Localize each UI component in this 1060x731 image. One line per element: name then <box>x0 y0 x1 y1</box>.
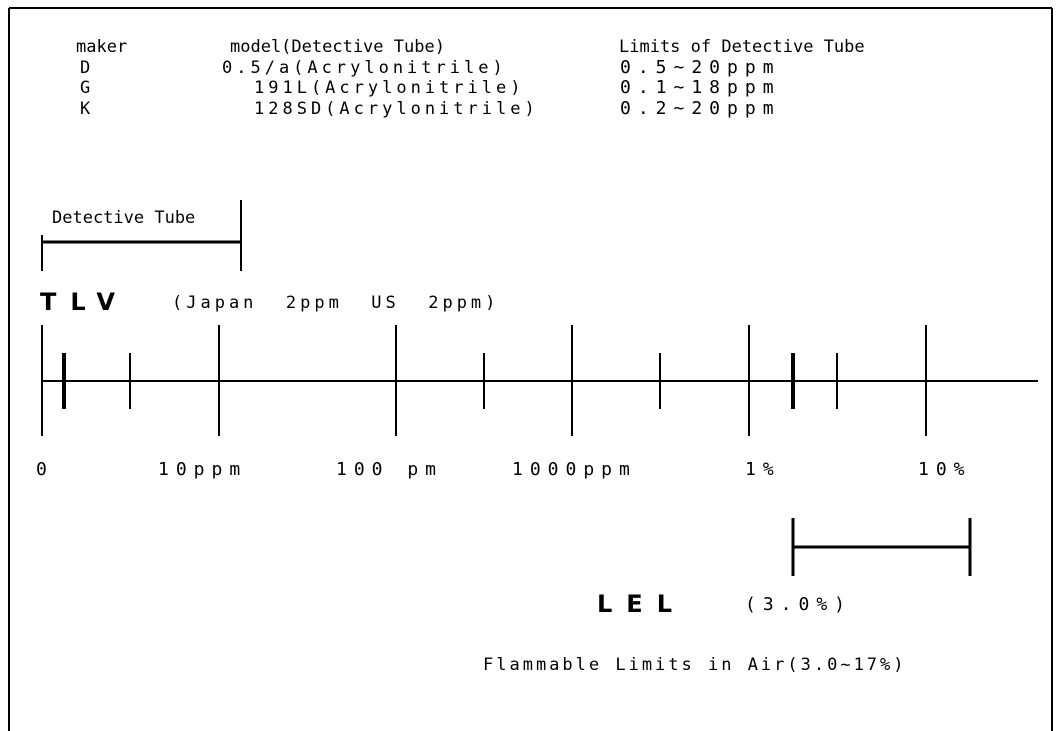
header-limits: Limits of Detective Tube <box>619 37 865 57</box>
scale-label: 10ppm <box>158 459 247 480</box>
cell: K <box>80 99 91 119</box>
lel-label: LEL <box>597 590 686 618</box>
tlv-label: TLV <box>40 288 129 316</box>
cell: 0.1~18ppm <box>620 77 781 98</box>
header-maker: maker <box>76 37 127 57</box>
cell: 0.5/a(Acrylonitrile) <box>222 58 507 78</box>
scale-label: 10% <box>918 459 972 480</box>
scale-label: 100 pm <box>336 459 443 480</box>
cell: 191L(Acrylonitrile) <box>254 78 524 98</box>
scale-label: 0 <box>36 459 54 480</box>
cell: 0.2~20ppm <box>620 98 781 119</box>
scale-label: 1000ppm <box>512 459 637 480</box>
flammable-text: Flammable Limits in Air(3.0~17%) <box>483 655 907 675</box>
cell: 0.5~20ppm <box>620 57 781 78</box>
scale-label: 1% <box>745 459 781 480</box>
header-model: model(Detective Tube) <box>230 37 445 57</box>
tlv-text: (Japan 2ppm US 2ppm) <box>172 293 499 313</box>
cell: D <box>80 58 90 78</box>
cell: 128SD(Acrylonitrile) <box>254 99 539 119</box>
cell: G <box>80 78 90 98</box>
lel-text: (3.0%) <box>745 594 852 615</box>
detective-tube-label: Detective Tube <box>52 208 195 228</box>
